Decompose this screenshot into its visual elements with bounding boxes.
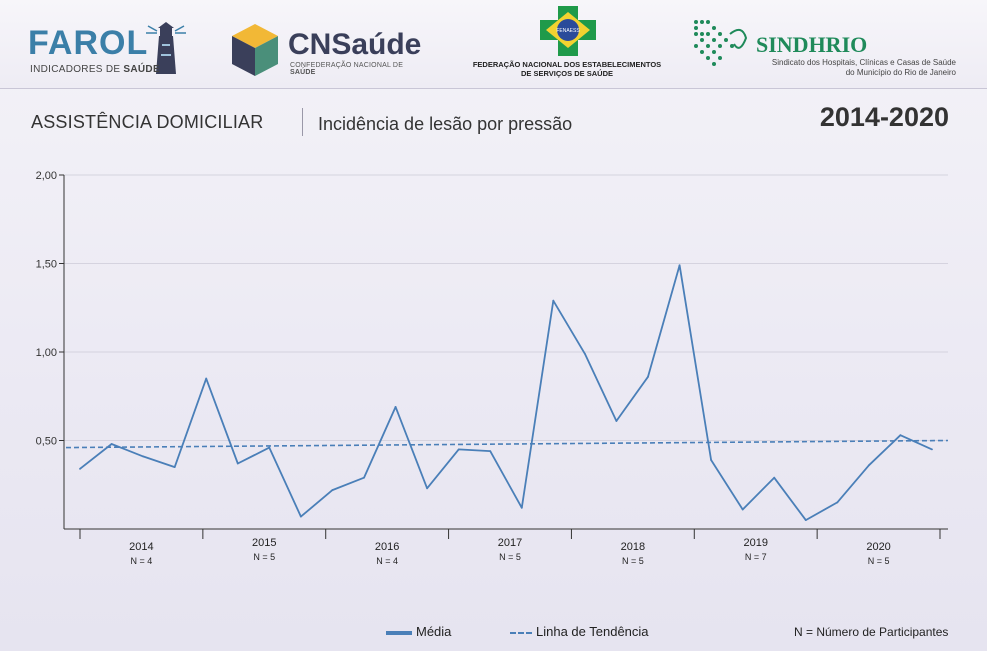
cube-icon: [232, 24, 278, 76]
fenaess-badge-text: FENAESS: [556, 28, 580, 34]
lighthouse-icon: [146, 22, 186, 74]
title-divider: [302, 108, 303, 136]
legend-note: N = Número de Participantes: [794, 625, 949, 639]
farol-logo-text: FAROL: [28, 24, 149, 62]
cnsaude-logo-text: CNSaúde: [288, 28, 422, 61]
x-period-n: N = 5: [499, 552, 521, 562]
data-point: [899, 434, 902, 437]
x-period-n: N = 4: [131, 556, 153, 566]
cnsaude-logo: CNSaúde CONFEDERAÇÃO NACIONAL DE SAÚDE: [230, 22, 430, 78]
data-point: [678, 264, 681, 267]
data-point: [552, 299, 555, 302]
x-period-year: 2016: [375, 541, 399, 553]
x-period-year: 2020: [866, 541, 890, 553]
data-point: [394, 405, 397, 408]
x-period-n: N = 5: [253, 552, 275, 562]
x-period-year: 2015: [252, 537, 276, 549]
x-period-year: 2017: [498, 537, 522, 549]
data-point: [331, 489, 334, 491]
dots-pattern-icon: [694, 20, 748, 66]
legend-swatch-solid: [386, 630, 412, 635]
legend-item-trend: Linha de Tendência: [510, 624, 649, 639]
sindhrio-logo-subtitle: Sindicato dos Hospitais, Clínicas e Casa…: [771, 58, 956, 77]
data-point: [741, 508, 744, 511]
data-point: [205, 377, 208, 380]
legend-label-media: Média: [416, 624, 452, 639]
x-period-n: N = 4: [376, 556, 398, 566]
year-range: 2014-2020: [819, 102, 949, 132]
data-point: [173, 466, 176, 468]
fenaess-logo-text: FEDERAÇÃO NACIONAL DOS ESTABELECIMENTOS …: [472, 60, 662, 78]
y-tick-label: 0,50: [36, 436, 57, 448]
data-point: [836, 501, 839, 504]
data-point: [268, 446, 271, 449]
x-period-n: N = 5: [868, 556, 890, 566]
data-point: [142, 455, 145, 458]
data-point: [583, 352, 586, 355]
chart-subtitle: Incidência de lesão por pressão: [318, 114, 573, 134]
data-point: [79, 467, 81, 470]
fenaess-logo: FENAESS FEDERAÇÃO NACIONAL DOS ESTABELEC…: [462, 6, 672, 82]
x-period-year: 2014: [129, 541, 153, 553]
series-line-media: [79, 264, 933, 521]
cnsaude-logo-subtitle: CONFEDERAÇÃO NACIONAL DE SAÚDE: [290, 62, 404, 76]
data-point: [647, 375, 649, 378]
x-period-n: N = 7: [745, 552, 767, 562]
y-tick-label: 1,50: [36, 259, 57, 271]
section-title: ASSISTÊNCIA DOMICILIAR: [31, 112, 264, 132]
data-point: [299, 515, 302, 518]
data-point: [489, 450, 492, 453]
data-point: [457, 448, 460, 451]
data-point: [236, 462, 239, 465]
y-tick-label: 1,00: [36, 347, 57, 359]
sindhrio-logo-text: SINDHRIO: [756, 32, 868, 57]
data-point: [520, 506, 523, 509]
data-point: [804, 519, 807, 522]
x-period-n: N = 5: [622, 556, 644, 566]
y-tick-label: 2,00: [36, 170, 57, 182]
data-point: [773, 476, 776, 479]
data-point: [710, 459, 713, 461]
data-point: [931, 448, 933, 451]
legend-swatch-dashed: [510, 631, 532, 634]
x-period-year: 2019: [743, 537, 767, 549]
x-period-year: 2018: [621, 541, 645, 553]
data-point: [615, 420, 618, 422]
data-point: [363, 476, 365, 479]
trend-line: [65, 439, 949, 449]
legend-item-media: Média: [386, 624, 451, 639]
farol-logo: FAROL INDICADORES DE SAÚDE: [28, 20, 188, 78]
data-point: [867, 464, 870, 467]
data-point: [426, 487, 429, 490]
sindhrio-logo: SINDHRIO Sindicato dos Hospitais, Clínic…: [690, 14, 970, 84]
legend-label-trend: Linha de Tendência: [536, 624, 649, 639]
fenaess-cross-icon: FENAESS: [540, 6, 596, 56]
data-point: [110, 443, 113, 445]
farol-logo-subtitle: INDICADORES DE SAÚDE: [30, 64, 160, 75]
